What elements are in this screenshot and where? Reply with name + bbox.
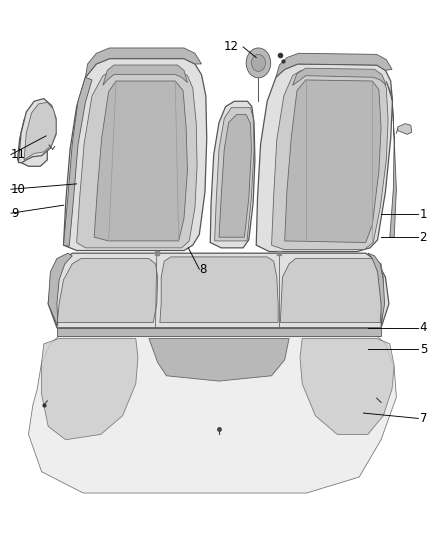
Polygon shape bbox=[42, 338, 138, 440]
Polygon shape bbox=[219, 115, 251, 237]
Circle shape bbox=[246, 48, 271, 78]
Polygon shape bbox=[276, 53, 392, 77]
Polygon shape bbox=[18, 99, 56, 163]
Text: 11: 11 bbox=[11, 148, 26, 161]
Polygon shape bbox=[48, 253, 389, 328]
Polygon shape bbox=[256, 64, 392, 252]
Polygon shape bbox=[368, 253, 385, 326]
Polygon shape bbox=[94, 81, 187, 241]
Circle shape bbox=[251, 54, 265, 71]
Polygon shape bbox=[293, 68, 386, 85]
Polygon shape bbox=[398, 124, 412, 134]
Text: 4: 4 bbox=[420, 321, 427, 334]
Text: 12: 12 bbox=[224, 41, 239, 53]
Polygon shape bbox=[48, 253, 72, 326]
Polygon shape bbox=[24, 102, 56, 160]
Polygon shape bbox=[85, 48, 201, 77]
Polygon shape bbox=[18, 102, 53, 166]
Polygon shape bbox=[210, 101, 255, 248]
Polygon shape bbox=[64, 59, 207, 251]
Polygon shape bbox=[64, 77, 92, 246]
Polygon shape bbox=[57, 259, 158, 325]
Text: 2: 2 bbox=[420, 231, 427, 244]
Polygon shape bbox=[386, 81, 396, 237]
Polygon shape bbox=[280, 259, 383, 322]
Text: 9: 9 bbox=[11, 207, 18, 220]
Polygon shape bbox=[77, 69, 197, 248]
Polygon shape bbox=[215, 108, 254, 241]
Polygon shape bbox=[160, 257, 278, 322]
Text: 8: 8 bbox=[199, 263, 207, 276]
Text: 5: 5 bbox=[420, 343, 427, 356]
Polygon shape bbox=[149, 338, 289, 381]
Polygon shape bbox=[300, 338, 394, 434]
Text: 7: 7 bbox=[420, 412, 427, 425]
Text: 1: 1 bbox=[420, 208, 427, 221]
Text: 10: 10 bbox=[11, 183, 26, 196]
Polygon shape bbox=[272, 70, 388, 249]
Polygon shape bbox=[57, 328, 381, 336]
Polygon shape bbox=[103, 65, 187, 85]
Polygon shape bbox=[285, 80, 381, 243]
Polygon shape bbox=[28, 336, 396, 493]
